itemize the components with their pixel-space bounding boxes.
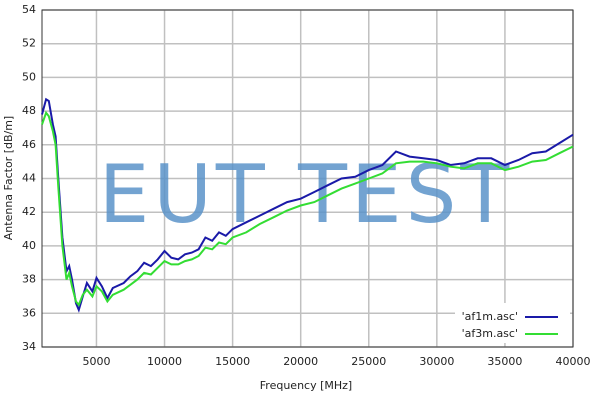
x-tick-label: 35000 — [487, 355, 522, 368]
legend-label: 'af1m.asc' — [462, 310, 518, 323]
watermark: EUT TEST — [99, 148, 513, 241]
y-tick-label: 48 — [22, 104, 36, 117]
x-tick-label: 5000 — [82, 355, 110, 368]
line-series — [41, 110, 574, 307]
y-tick-label: 46 — [22, 138, 36, 151]
legend-label: 'af3m.asc' — [462, 327, 518, 340]
legend-box — [455, 303, 570, 343]
y-tick-label: 50 — [22, 70, 36, 83]
y-tick-label: 52 — [22, 37, 36, 50]
y-tick-label: 42 — [22, 205, 36, 218]
y-tick-label: 40 — [22, 239, 36, 252]
x-tick-label: 40000 — [556, 355, 591, 368]
x-tick-label: 30000 — [419, 355, 454, 368]
y-tick-label: 36 — [22, 306, 36, 319]
y-tick-label: 34 — [22, 340, 36, 353]
y-tick-label: 54 — [22, 3, 36, 16]
plot-frame — [41, 9, 574, 348]
y-tick-label: 44 — [22, 172, 36, 185]
y-tick-label: 38 — [22, 273, 36, 286]
x-axis-label: Frequency [MHz] — [260, 379, 352, 392]
x-tick-label: 10000 — [147, 355, 182, 368]
line-series — [41, 97, 574, 313]
x-tick-label: 25000 — [351, 355, 386, 368]
x-tick-label: 20000 — [283, 355, 318, 368]
y-axis-label: Antenna Factor [dB/m] — [2, 116, 15, 240]
x-tick-label: 15000 — [215, 355, 250, 368]
